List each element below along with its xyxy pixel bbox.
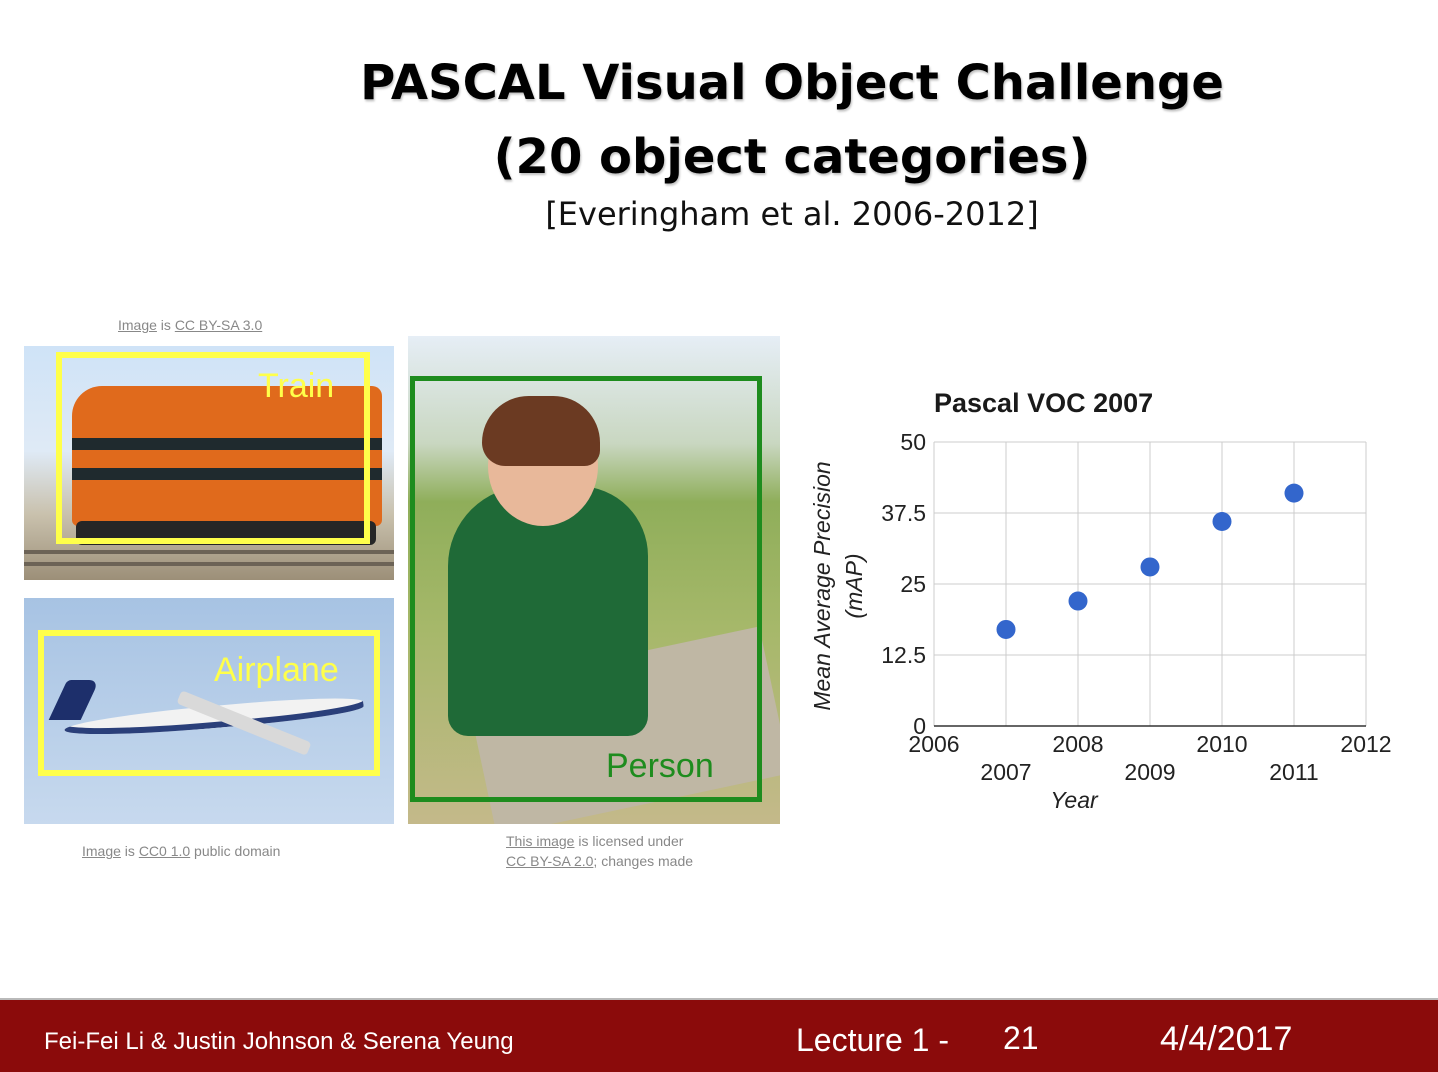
child-sweater <box>448 486 648 736</box>
chart-data-point <box>1284 483 1304 503</box>
y-tick-label: 25 <box>900 571 926 597</box>
y-axis-label-line-2: (mAP) <box>841 553 867 618</box>
chart-data-point <box>1068 591 1088 611</box>
slide-footer: Fei-Fei Li & Justin Johnson & Serena Yeu… <box>0 998 1438 1072</box>
person-credit-link[interactable]: This image <box>506 833 575 849</box>
x-tick-label: 2008 <box>1052 731 1103 757</box>
train-credit: Image is CC BY-SA 3.0 <box>118 315 262 335</box>
child-hair <box>482 396 600 466</box>
citation: [Everingham et al. 2006-2012] <box>545 195 1039 233</box>
person-bounding-box <box>410 376 762 802</box>
y-tick-label: 50 <box>900 429 926 455</box>
y-tick-label: 37.5 <box>881 500 926 526</box>
person-label: Person <box>606 747 714 785</box>
airplane-label: Airplane <box>214 651 339 689</box>
person-credit-mid: is licensed under <box>574 833 684 849</box>
chart-title: Pascal VOC 2007 <box>934 388 1153 418</box>
rail <box>24 550 394 554</box>
locomotive-shape <box>72 386 382 526</box>
person-credit-license[interactable]: CC BY-SA 2.0 <box>506 853 594 869</box>
y-tick-label: 12.5 <box>881 642 926 668</box>
footer-authors: Fei-Fei Li & Justin Johnson & Serena Yeu… <box>44 1028 514 1055</box>
person-credit-tail: ; changes made <box>593 853 694 869</box>
train-credit-license[interactable]: CC BY-SA 3.0 <box>174 317 263 333</box>
train-photo: Train <box>24 346 394 580</box>
footer-slide-number: 21 <box>1003 1020 1039 1056</box>
locomotive-stripe <box>72 468 382 480</box>
y-axis-label-line-1: Mean Average Precision <box>809 461 835 710</box>
x-tick-label: 2012 <box>1340 731 1391 757</box>
chart-data-point <box>996 619 1016 639</box>
airplane-bounding-box <box>38 630 380 776</box>
y-tick-label: 0 <box>913 713 926 739</box>
footer-lecture: Lecture 1 - <box>796 1022 949 1058</box>
chart-y-ticks: 0 12.5 25 37.5 50 <box>881 429 926 739</box>
slide-title: PASCAL Visual Object Challenge (20 objec… <box>0 46 1438 194</box>
airplane-credit-license[interactable]: CC0 1.0 <box>138 843 191 859</box>
x-tick-label: 2011 <box>1269 759 1318 785</box>
train-credit-link[interactable]: Image <box>118 317 157 333</box>
title-line-2: (20 object categories) <box>493 129 1091 185</box>
train-label: Train <box>258 367 335 405</box>
title-line-1: PASCAL Visual Object Challenge <box>360 55 1224 111</box>
x-tick-label: 2009 <box>1124 759 1175 785</box>
train-credit-mid: is <box>156 317 175 333</box>
footer-date: 4/4/2017 <box>1160 1020 1293 1058</box>
train-bounding-box <box>56 352 370 544</box>
x-tick-label: 2007 <box>980 759 1031 785</box>
x-tick-label: 2006 <box>908 731 959 757</box>
chart-x-ticks: 2006 2008 2010 2012 2007 2009 2011 <box>908 731 1391 785</box>
person-photo: Person <box>408 336 780 824</box>
rail <box>24 562 394 566</box>
airplane-credit-mid: is <box>120 843 139 859</box>
chart-grid <box>933 441 1367 727</box>
chart-data-point <box>1140 557 1160 577</box>
airplane-photo: Airplane <box>24 598 394 824</box>
airplane-credit: Image is CC0 1.0 public domain <box>82 841 280 861</box>
airplane-credit-link[interactable]: Image <box>82 843 121 859</box>
locomotive-stripe <box>72 438 382 450</box>
x-axis-label: Year <box>1050 787 1099 813</box>
chart-data-point <box>1212 512 1232 532</box>
person-credit: This image is licensed under CC BY-SA 2.… <box>506 831 693 871</box>
x-tick-label: 2010 <box>1196 731 1247 757</box>
airplane-credit-tail: public domain <box>190 843 281 859</box>
chart-points <box>996 483 1304 639</box>
